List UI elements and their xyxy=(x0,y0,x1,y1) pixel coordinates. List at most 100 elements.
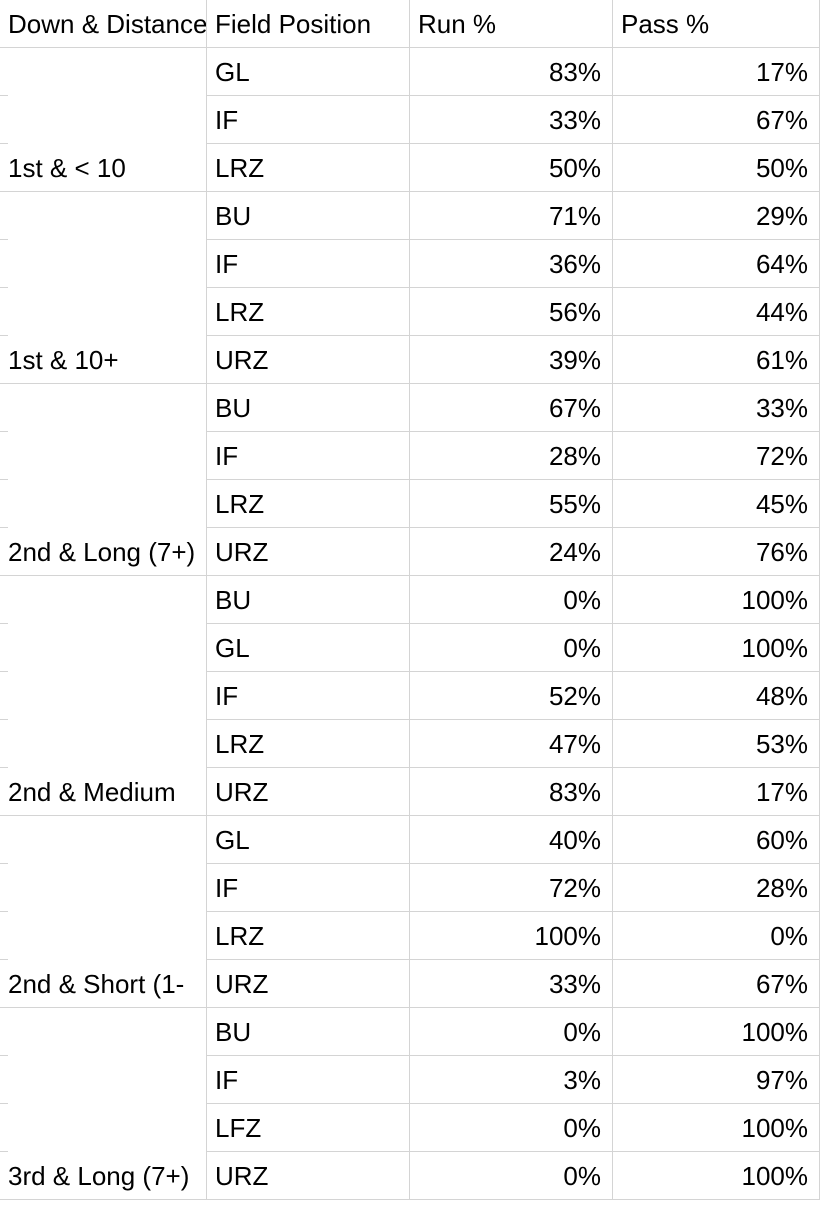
field-position-cell[interactable]: LRZ xyxy=(215,489,265,519)
down-distance-label[interactable]: 2nd & Medium xyxy=(8,777,176,807)
down-distance-label[interactable]: 3rd & Long (7+) xyxy=(8,1161,190,1191)
field-position-cell[interactable]: LRZ xyxy=(215,729,265,759)
run-pct-cell[interactable]: 47% xyxy=(548,729,601,759)
run-pct-cell[interactable]: 52% xyxy=(548,681,601,711)
pass-pct-cell[interactable]: 100% xyxy=(741,1017,809,1047)
run-pct-cell[interactable]: 0% xyxy=(563,1161,601,1191)
merged-row-tick xyxy=(0,143,8,144)
pass-pct-cell[interactable]: 76% xyxy=(755,537,808,567)
merged-row-tick xyxy=(0,719,8,720)
run-pct-cell[interactable]: 50% xyxy=(548,153,601,183)
row-divider xyxy=(207,191,820,192)
header-field-position[interactable]: Field Position xyxy=(215,9,372,39)
merged-row-tick xyxy=(0,623,8,624)
run-pct-cell[interactable]: 3% xyxy=(563,1065,601,1095)
run-pct-cell[interactable]: 33% xyxy=(548,969,601,999)
col-divider xyxy=(409,0,410,1200)
field-position-cell[interactable]: IF xyxy=(215,1065,239,1095)
pass-pct-cell[interactable]: 44% xyxy=(755,297,808,327)
pass-pct-cell[interactable]: 28% xyxy=(755,873,808,903)
field-position-cell[interactable]: LRZ xyxy=(215,297,265,327)
field-position-cell[interactable]: IF xyxy=(215,441,239,471)
field-position-cell[interactable]: BU xyxy=(215,201,252,231)
pass-pct-cell[interactable]: 0% xyxy=(770,921,808,951)
run-pct-cell[interactable]: 56% xyxy=(548,297,601,327)
merged-row-tick xyxy=(0,1055,8,1056)
pass-pct-cell[interactable]: 100% xyxy=(741,1161,809,1191)
run-pct-cell[interactable]: 0% xyxy=(563,1017,601,1047)
pass-pct-cell[interactable]: 67% xyxy=(755,105,808,135)
pass-pct-cell[interactable]: 64% xyxy=(755,249,808,279)
field-position-cell[interactable]: URZ xyxy=(215,777,269,807)
run-pct-cell[interactable]: 0% xyxy=(563,1113,601,1143)
field-position-cell[interactable]: IF xyxy=(215,681,239,711)
down-distance-label[interactable]: 2nd & Long (7+) xyxy=(8,537,196,567)
field-position-cell[interactable]: LFZ xyxy=(215,1113,262,1143)
run-pct-cell[interactable]: 36% xyxy=(548,249,601,279)
field-position-cell[interactable]: LRZ xyxy=(215,921,265,951)
pass-pct-cell[interactable]: 53% xyxy=(755,729,808,759)
field-position-cell[interactable]: GL xyxy=(215,57,250,87)
pass-pct-cell[interactable]: 17% xyxy=(755,777,808,807)
run-pct-cell[interactable]: 100% xyxy=(534,921,602,951)
field-position-cell[interactable]: IF xyxy=(215,873,239,903)
header-down-distance[interactable]: Down & Distance xyxy=(8,9,207,39)
down-distance-label[interactable]: 1st & < 10 xyxy=(8,153,126,183)
field-position-cell[interactable]: GL xyxy=(215,825,250,855)
run-pct-cell[interactable]: 40% xyxy=(548,825,601,855)
header-run-pct[interactable]: Run % xyxy=(418,9,497,39)
run-pct-cell[interactable]: 33% xyxy=(548,105,601,135)
row-divider xyxy=(207,431,820,432)
pass-pct-cell[interactable]: 33% xyxy=(755,393,808,423)
field-position-cell[interactable]: LRZ xyxy=(215,153,265,183)
merged-row-tick xyxy=(0,1151,8,1152)
group-divider xyxy=(0,1199,207,1200)
pass-pct-cell[interactable]: 67% xyxy=(755,969,808,999)
run-pct-cell[interactable]: 0% xyxy=(563,585,601,615)
pass-pct-cell[interactable]: 45% xyxy=(755,489,808,519)
field-position-cell[interactable]: BU xyxy=(215,585,252,615)
row-divider xyxy=(207,671,820,672)
down-distance-label[interactable]: 1st & 10+ xyxy=(8,345,119,375)
col-divider xyxy=(612,0,613,1200)
header-pass-pct[interactable]: Pass % xyxy=(621,9,710,39)
run-pct-cell[interactable]: 24% xyxy=(548,537,601,567)
pass-pct-cell[interactable]: 100% xyxy=(741,1113,809,1143)
pass-pct-cell[interactable]: 29% xyxy=(755,201,808,231)
run-pct-cell[interactable]: 67% xyxy=(548,393,601,423)
run-pct-cell[interactable]: 72% xyxy=(548,873,601,903)
pass-pct-cell[interactable]: 60% xyxy=(755,825,808,855)
pass-pct-cell[interactable]: 17% xyxy=(755,57,808,87)
pass-pct-cell[interactable]: 100% xyxy=(741,585,809,615)
field-position-cell[interactable]: BU xyxy=(215,393,252,423)
run-pct-cell[interactable]: 28% xyxy=(548,441,601,471)
field-position-cell[interactable]: BU xyxy=(215,1017,252,1047)
row-divider xyxy=(207,959,820,960)
pass-pct-cell[interactable]: 50% xyxy=(755,153,808,183)
pass-pct-cell[interactable]: 48% xyxy=(755,681,808,711)
field-position-cell[interactable]: URZ xyxy=(215,969,269,999)
pass-pct-cell[interactable]: 100% xyxy=(741,633,809,663)
field-position-cell[interactable]: URZ xyxy=(215,345,269,375)
pass-pct-cell[interactable]: 72% xyxy=(755,441,808,471)
run-pct-cell[interactable]: 55% xyxy=(548,489,601,519)
merged-row-tick xyxy=(0,527,8,528)
field-position-cell[interactable]: URZ xyxy=(215,537,269,567)
pass-pct-cell[interactable]: 61% xyxy=(755,345,808,375)
run-pct-cell[interactable]: 83% xyxy=(548,57,601,87)
down-distance-label[interactable]: 2nd & Short (1- xyxy=(8,969,185,999)
field-position-cell[interactable]: IF xyxy=(215,249,239,279)
row-divider xyxy=(207,575,820,576)
run-pct-cell[interactable]: 0% xyxy=(563,633,601,663)
run-pct-cell[interactable]: 71% xyxy=(548,201,601,231)
row-divider xyxy=(207,527,820,528)
row-divider xyxy=(207,767,820,768)
field-position-cell[interactable]: IF xyxy=(215,105,239,135)
run-pct-cell[interactable]: 83% xyxy=(548,777,601,807)
pass-pct-cell[interactable]: 97% xyxy=(755,1065,808,1095)
row-divider xyxy=(207,1151,820,1152)
field-position-cell[interactable]: URZ xyxy=(215,1161,269,1191)
field-position-cell[interactable]: GL xyxy=(215,633,250,663)
run-pct-cell[interactable]: 39% xyxy=(548,345,601,375)
